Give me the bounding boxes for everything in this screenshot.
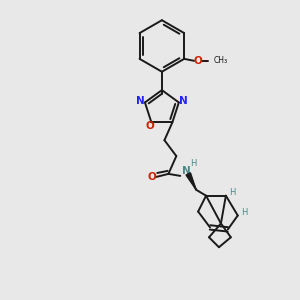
Text: N: N: [182, 166, 190, 176]
Text: CH₃: CH₃: [214, 56, 228, 65]
Text: O: O: [145, 121, 154, 131]
Text: H: H: [230, 188, 236, 197]
Text: O: O: [194, 56, 203, 66]
Polygon shape: [186, 173, 196, 190]
Text: O: O: [147, 172, 156, 182]
Text: N: N: [179, 97, 188, 106]
Text: H: H: [242, 208, 248, 217]
Text: N: N: [136, 97, 144, 106]
Text: H: H: [190, 160, 196, 169]
